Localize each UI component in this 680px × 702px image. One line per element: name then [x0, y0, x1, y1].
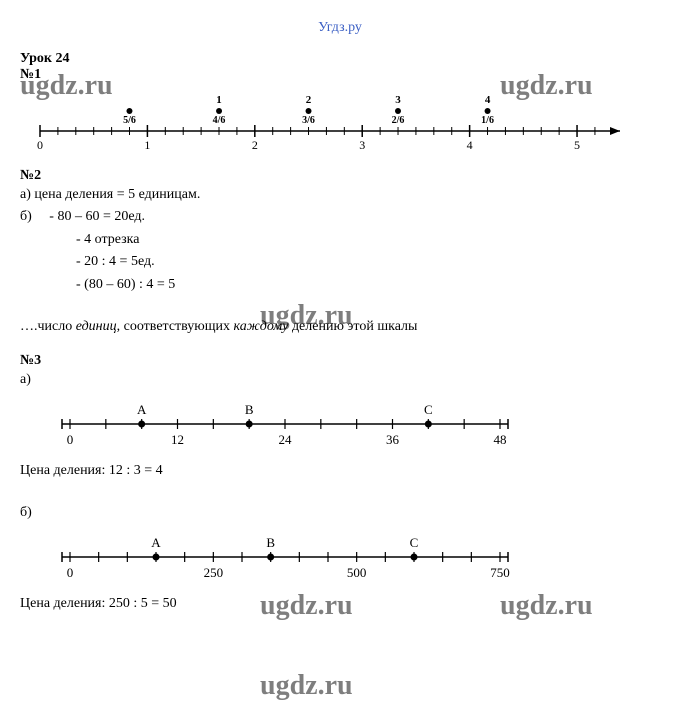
task2-c-i1: единиц: [76, 319, 117, 334]
task2-b3: - 20 : 4 = 5ед.: [76, 254, 155, 269]
header-link: Угдз.ру: [20, 20, 660, 36]
task2-line-a: а) цена деления = 5 единицам.: [20, 184, 660, 206]
svg-text:3: 3: [395, 94, 401, 106]
svg-text:250: 250: [204, 565, 224, 580]
task2-c-pre: ….число: [20, 319, 76, 334]
svg-text:3: 3: [359, 138, 365, 152]
task2-conclusion: ….число единиц, соответствующих каждому …: [20, 316, 660, 338]
task1-numberline: 0 1 2 3 4 5 5/6 1 4/6 2 3/6 3 2/6 4 1/6: [20, 83, 640, 153]
svg-text:B: B: [266, 535, 275, 550]
svg-text:1: 1: [144, 138, 150, 152]
svg-text:5/6: 5/6: [123, 115, 136, 126]
svg-text:B: B: [245, 402, 254, 417]
svg-text:500: 500: [347, 565, 367, 580]
task3-chart-b: 0 250 500 750 A B C: [50, 525, 530, 585]
task3-a-label: а): [20, 369, 660, 391]
task3-a-caption: Цена деления: 12 : 3 = 4: [20, 460, 660, 482]
task2-num: №2: [20, 168, 660, 184]
svg-text:4/6: 4/6: [213, 115, 226, 126]
svg-text:750: 750: [490, 565, 510, 580]
task2-c-mid: , соответствующих: [117, 319, 234, 334]
svg-text:A: A: [151, 535, 161, 550]
svg-text:2/6: 2/6: [392, 115, 405, 126]
svg-text:0: 0: [67, 565, 74, 580]
svg-text:12: 12: [171, 432, 184, 447]
svg-text:0: 0: [67, 432, 74, 447]
svg-text:A: A: [137, 402, 147, 417]
task3-num: №3: [20, 353, 660, 369]
svg-text:4: 4: [467, 138, 473, 152]
svg-text:5: 5: [574, 138, 580, 152]
svg-text:2: 2: [306, 94, 312, 106]
svg-text:C: C: [410, 535, 419, 550]
task3-chart-a: 0 12 24 36 48 A B C: [50, 392, 530, 452]
task2-c-i2: каждому: [234, 319, 289, 334]
lesson-title: Урок 24: [20, 51, 660, 67]
task2-b2: - 4 отрезка: [76, 232, 140, 247]
svg-text:24: 24: [279, 432, 293, 447]
watermark: ugdz.ru: [260, 670, 353, 702]
task2-c-post: делению этой шкалы: [288, 319, 417, 334]
svg-text:48: 48: [494, 432, 507, 447]
svg-text:2: 2: [252, 138, 258, 152]
task3-b-caption: Цена деления: 250 : 5 = 50: [20, 593, 660, 615]
svg-text:4: 4: [485, 94, 491, 106]
svg-text:1/6: 1/6: [481, 115, 494, 126]
svg-text:36: 36: [386, 432, 400, 447]
task2-b-block: б) - 80 – 60 = 20ед. - 4 отрезка - 20 : …: [20, 206, 660, 296]
task3-b-label: б): [20, 502, 660, 524]
task2-b4: - (80 – 60) : 4 = 5: [76, 277, 175, 292]
svg-text:0: 0: [37, 138, 43, 152]
svg-text:C: C: [424, 402, 433, 417]
task2-b1: - 80 – 60 = 20ед.: [49, 209, 145, 224]
svg-text:3/6: 3/6: [302, 115, 315, 126]
svg-text:1: 1: [216, 94, 222, 106]
task2-b-label: б): [20, 209, 32, 224]
task1-num: №1: [20, 67, 660, 83]
